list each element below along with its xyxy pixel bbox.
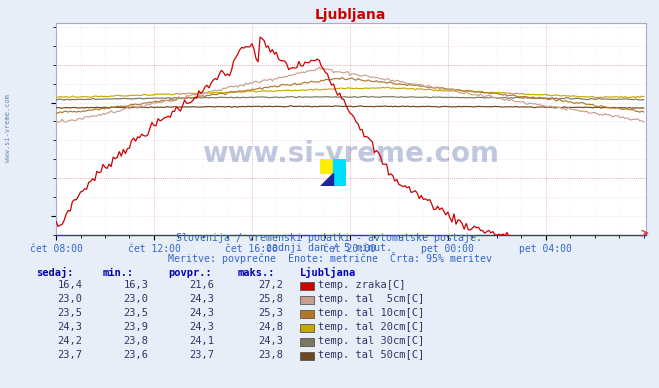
Text: 23,7: 23,7 (189, 350, 214, 360)
Text: 24,3: 24,3 (189, 322, 214, 332)
Text: 27,2: 27,2 (258, 280, 283, 290)
Text: temp. tal 10cm[C]: temp. tal 10cm[C] (318, 308, 424, 318)
Text: 23,5: 23,5 (123, 308, 148, 318)
Text: 23,8: 23,8 (123, 336, 148, 346)
Text: temp. tal 50cm[C]: temp. tal 50cm[C] (318, 350, 424, 360)
Text: Slovenija / vremenski podatki - avtomatske postaje.: Slovenija / vremenski podatki - avtomats… (177, 233, 482, 243)
Text: 25,3: 25,3 (258, 308, 283, 318)
Text: 24,2: 24,2 (57, 336, 82, 346)
Text: 23,0: 23,0 (57, 294, 82, 304)
Text: temp. zraka[C]: temp. zraka[C] (318, 280, 406, 290)
Text: Ljubljana: Ljubljana (300, 267, 356, 278)
Text: www.si-vreme.com: www.si-vreme.com (202, 140, 500, 168)
Text: 24,3: 24,3 (57, 322, 82, 332)
Text: maks.:: maks.: (237, 268, 275, 278)
Polygon shape (320, 173, 333, 186)
Text: temp. tal 20cm[C]: temp. tal 20cm[C] (318, 322, 424, 332)
Text: 16,4: 16,4 (57, 280, 82, 290)
Text: 23,9: 23,9 (123, 322, 148, 332)
Text: 24,8: 24,8 (258, 322, 283, 332)
Text: povpr.:: povpr.: (168, 268, 212, 278)
Text: 23,6: 23,6 (123, 350, 148, 360)
Text: 23,8: 23,8 (258, 350, 283, 360)
Bar (333, 159, 346, 186)
Text: temp. tal  5cm[C]: temp. tal 5cm[C] (318, 294, 424, 304)
Title: Ljubljana: Ljubljana (315, 8, 387, 22)
Text: 24,3: 24,3 (189, 308, 214, 318)
Text: 16,3: 16,3 (123, 280, 148, 290)
Text: temp. tal 30cm[C]: temp. tal 30cm[C] (318, 336, 424, 346)
Text: sedaj:: sedaj: (36, 267, 74, 278)
Text: 24,3: 24,3 (189, 294, 214, 304)
Text: www.si-vreme.com: www.si-vreme.com (5, 94, 11, 162)
Text: min.:: min.: (102, 268, 133, 278)
Text: 23,0: 23,0 (123, 294, 148, 304)
Text: 23,7: 23,7 (57, 350, 82, 360)
Text: 21,6: 21,6 (189, 280, 214, 290)
Text: 24,1: 24,1 (189, 336, 214, 346)
Text: 24,3: 24,3 (258, 336, 283, 346)
Text: 23,5: 23,5 (57, 308, 82, 318)
Bar (320, 159, 333, 173)
Text: zadnji dan / 5 minut.: zadnji dan / 5 minut. (266, 243, 393, 253)
Text: 25,8: 25,8 (258, 294, 283, 304)
Text: Meritve: povprečne  Enote: metrične  Črta: 95% meritev: Meritve: povprečne Enote: metrične Črta:… (167, 251, 492, 263)
